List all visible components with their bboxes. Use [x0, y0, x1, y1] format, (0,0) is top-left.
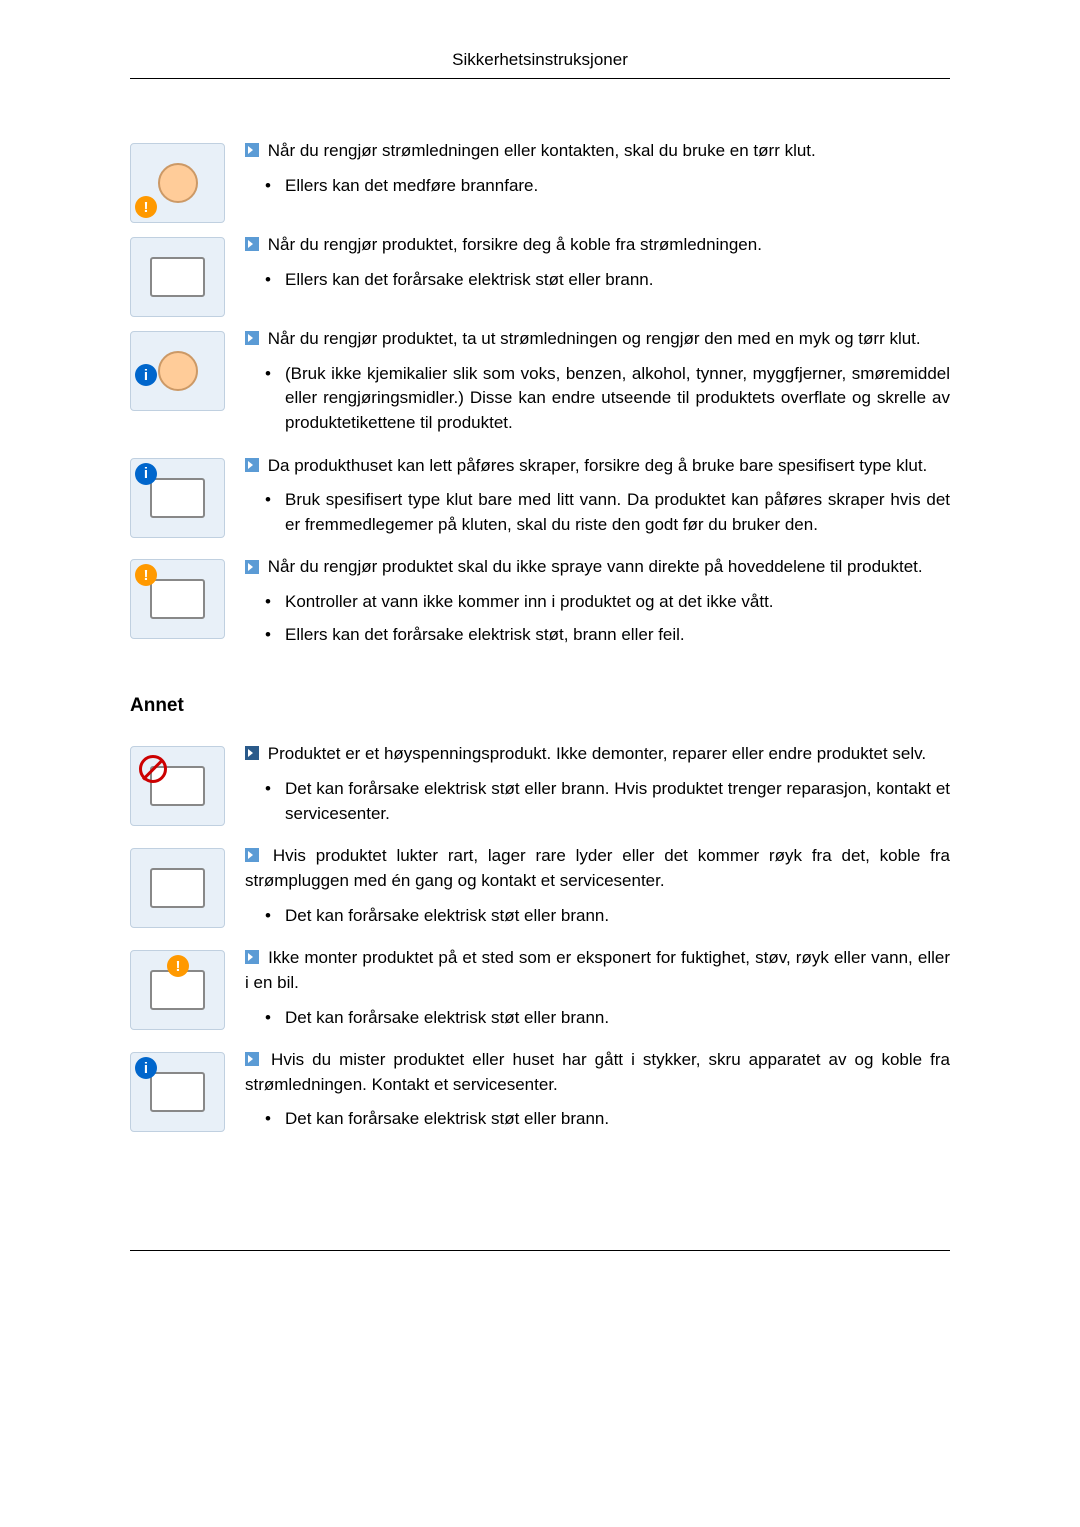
instruction-main-text: Hvis produktet lukter rart, lager rare l… — [245, 844, 950, 893]
instruction-main-text: Produktet er et høyspenningsprodukt. Ikk… — [245, 742, 950, 767]
instruction-sub-text: Det kan forårsake elektrisk støt eller b… — [285, 777, 950, 826]
arrow-bullet-icon — [245, 950, 259, 964]
instruction-sub-bullet: •Ellers kan det forårsake elektrisk støt… — [265, 268, 950, 293]
instruction-row: ! Når du rengjør produktet skal du ikke … — [130, 555, 950, 655]
instruction-sub-bullet: •Det kan forårsake elektrisk støt eller … — [265, 777, 950, 826]
instruction-sub-bullet: •Det kan forårsake elektrisk støt eller … — [265, 904, 950, 929]
arrow-bullet-icon — [245, 746, 259, 760]
footer-divider — [130, 1250, 950, 1251]
wipe-screen-icon: i — [130, 458, 225, 538]
instruction-sub-bullet: •Det kan forårsake elektrisk støt eller … — [265, 1006, 950, 1031]
instruction-text: Ikke monter produktet på et sted som er … — [245, 946, 950, 1038]
instruction-icon: i — [130, 327, 245, 444]
instruction-main-text: Ikke monter produktet på et sted som er … — [245, 946, 950, 995]
instruction-sub-bullet: •Ellers kan det medføre brannfare. — [265, 174, 950, 199]
smoke-monitor-icon — [130, 848, 225, 928]
bullet-dot-icon: • — [265, 488, 285, 537]
instruction-main-text: Når du rengjør strømledningen eller kont… — [245, 139, 950, 164]
instruction-main-label: Når du rengjør strømledningen eller kont… — [268, 141, 816, 160]
instruction-row: Produktet er et høyspenningsprodukt. Ikk… — [130, 742, 950, 834]
instruction-sub-text: Ellers kan det medføre brannfare. — [285, 174, 950, 199]
instruction-text: Når du rengjør produktet, ta ut strømled… — [245, 327, 950, 444]
instruction-main-label: Hvis du mister produktet eller huset har… — [245, 1050, 950, 1094]
instruction-main-label: Da produkthuset kan lett påføres skraper… — [268, 456, 928, 475]
arrow-bullet-icon — [245, 458, 259, 472]
instruction-sub-text: Bruk spesifisert type klut bare med litt… — [285, 488, 950, 537]
bullet-dot-icon: • — [265, 1006, 285, 1031]
bullet-dot-icon: • — [265, 777, 285, 826]
instruction-icon: ! — [130, 555, 245, 655]
instruction-sub-text: Ellers kan det forårsake elektrisk støt,… — [285, 623, 950, 648]
instruction-text: Når du rengjør strømledningen eller kont… — [245, 139, 950, 223]
instruction-sub-bullet: •Bruk spesifisert type klut bare med lit… — [265, 488, 950, 537]
arrow-bullet-icon — [245, 1052, 259, 1066]
instruction-main-label: Når du rengjør produktet, forsikre deg å… — [268, 235, 762, 254]
instruction-icon: ! — [130, 139, 245, 223]
instruction-row: i Hvis du mister produktet eller huset h… — [130, 1048, 950, 1140]
instruction-main-label: Produktet er et høyspenningsprodukt. Ikk… — [268, 744, 926, 763]
no-humidity-icon: ! — [130, 950, 225, 1030]
instruction-main-label: Hvis produktet lukter rart, lager rare l… — [245, 846, 950, 890]
instruction-icon — [130, 844, 245, 936]
bullet-dot-icon: • — [265, 362, 285, 436]
no-disassemble-icon — [130, 746, 225, 826]
instruction-main-label: Når du rengjør produktet skal du ikke sp… — [268, 557, 923, 576]
bullet-dot-icon: • — [265, 268, 285, 293]
bullet-dot-icon: • — [265, 1107, 285, 1132]
bullet-dot-icon: • — [265, 174, 285, 199]
section-heading-annet: Annet — [130, 695, 950, 717]
instruction-icon — [130, 742, 245, 834]
clean-plug-icon: ! — [130, 143, 225, 223]
arrow-bullet-icon — [245, 237, 259, 251]
instruction-sub-text: Det kan forårsake elektrisk støt eller b… — [285, 1006, 950, 1031]
instruction-row: i Når du rengjør produktet, ta ut strøml… — [130, 327, 950, 444]
instruction-main-text: Hvis du mister produktet eller huset har… — [245, 1048, 950, 1097]
instruction-sub-bullet: •Ellers kan det forårsake elektrisk støt… — [265, 623, 950, 648]
instruction-sub-bullet: •Det kan forårsake elektrisk støt eller … — [265, 1107, 950, 1132]
bullet-dot-icon: • — [265, 590, 285, 615]
instruction-sub-text: (Bruk ikke kjemikalier slik som voks, be… — [285, 362, 950, 436]
instruction-text: Når du rengjør produktet, forsikre deg å… — [245, 233, 950, 317]
instruction-main-text: Når du rengjør produktet skal du ikke sp… — [245, 555, 950, 580]
instruction-row: i Da produkthuset kan lett påføres skrap… — [130, 454, 950, 546]
instruction-text: Produktet er et høyspenningsprodukt. Ikk… — [245, 742, 950, 834]
instruction-icon: i — [130, 454, 245, 546]
instruction-main-label: Ikke monter produktet på et sted som er … — [245, 948, 950, 992]
arrow-bullet-icon — [245, 143, 259, 157]
clean-cloth-icon: i — [130, 331, 225, 411]
header-divider — [130, 78, 950, 79]
instruction-text: Da produkthuset kan lett påføres skraper… — [245, 454, 950, 546]
instruction-sub-text: Ellers kan det forårsake elektrisk støt … — [285, 268, 950, 293]
instruction-sub-text: Det kan forårsake elektrisk støt eller b… — [285, 904, 950, 929]
arrow-bullet-icon — [245, 848, 259, 862]
instruction-text: Når du rengjør produktet skal du ikke sp… — [245, 555, 950, 655]
bullet-dot-icon: • — [265, 904, 285, 929]
instruction-sub-bullet: •(Bruk ikke kjemikalier slik som voks, b… — [265, 362, 950, 436]
instruction-sub-text: Det kan forårsake elektrisk støt eller b… — [285, 1107, 950, 1132]
instruction-sub-text: Kontroller at vann ikke kommer inn i pro… — [285, 590, 950, 615]
instruction-sub-bullet: •Kontroller at vann ikke kommer inn i pr… — [265, 590, 950, 615]
instruction-main-text: Når du rengjør produktet, forsikre deg å… — [245, 233, 950, 258]
page-header-title: Sikkerhetsinstruksjoner — [130, 50, 950, 70]
unplug-monitor-icon — [130, 237, 225, 317]
instruction-row: ! Ikke monter produktet på et sted som e… — [130, 946, 950, 1038]
bullet-dot-icon: • — [265, 623, 285, 648]
instruction-main-text: Da produkthuset kan lett påføres skraper… — [245, 454, 950, 479]
instruction-text: Hvis produktet lukter rart, lager rare l… — [245, 844, 950, 936]
instruction-icon — [130, 233, 245, 317]
arrow-bullet-icon — [245, 560, 259, 574]
no-spray-icon: ! — [130, 559, 225, 639]
instruction-row: Hvis produktet lukter rart, lager rare l… — [130, 844, 950, 936]
dropped-monitor-icon: i — [130, 1052, 225, 1132]
instruction-icon: ! — [130, 946, 245, 1038]
instruction-text: Hvis du mister produktet eller huset har… — [245, 1048, 950, 1140]
instruction-row: Når du rengjør produktet, forsikre deg å… — [130, 233, 950, 317]
instruction-main-label: Når du rengjør produktet, ta ut strømled… — [268, 329, 921, 348]
arrow-bullet-icon — [245, 331, 259, 345]
instruction-main-text: Når du rengjør produktet, ta ut strømled… — [245, 327, 950, 352]
instruction-icon: i — [130, 1048, 245, 1140]
instruction-row: ! Når du rengjør strømledningen eller ko… — [130, 139, 950, 223]
